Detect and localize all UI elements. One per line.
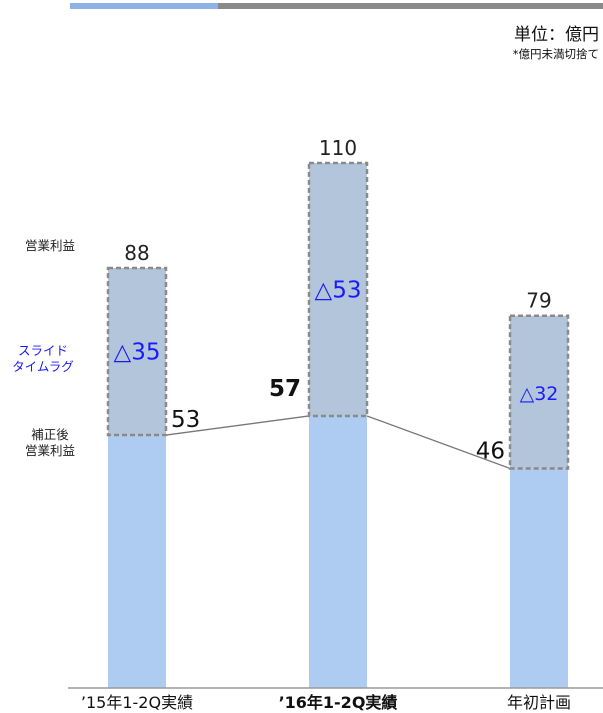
connector-line-0 — [165, 415, 310, 436]
time-lag-segment-0 — [106, 266, 168, 437]
adjusted-profit-value-label-1: 57 — [269, 376, 301, 402]
unit-label: 単位：億円 — [514, 25, 599, 45]
slide-time-lag-line2: タイムラグ — [12, 359, 74, 374]
category-label-2: 年初計画 — [507, 693, 571, 712]
time-lag-segment-2 — [508, 314, 570, 470]
time-lag-value-label-0: △35 — [114, 340, 161, 366]
slide-time-lag-line1: スライド — [17, 343, 68, 358]
adjusted-line1: 補正後 — [31, 427, 69, 442]
adjusted-profit-bar-1 — [309, 415, 367, 688]
operating-profit-total-label-2: 79 — [526, 289, 551, 313]
time-lag-value-label-1: △53 — [315, 277, 362, 303]
adjusted-operating-profit-label: 補正後 営業利益 — [10, 427, 90, 459]
adjusted-profit-value-label-0: 53 — [171, 407, 200, 433]
category-label-1: ’16年1-2Q実績 — [279, 693, 398, 712]
adjusted-profit-bar-0 — [108, 435, 166, 688]
category-label-0: ’15年1-2Q実績 — [81, 693, 193, 712]
operating-profit-total-label-1: 110 — [319, 136, 357, 160]
slide-time-lag-label: スライド タイムラグ — [0, 343, 86, 375]
header-accent-bar — [70, 3, 603, 9]
adjusted-profit-bar-2 — [510, 468, 568, 688]
rounding-note: *億円未満切捨て — [512, 47, 599, 61]
adjusted-profit-value-label-2: 46 — [476, 438, 505, 464]
operating-profit-text: 営業利益 — [24, 238, 75, 253]
time-lag-segment-1 — [307, 161, 369, 418]
operating-profit-label: 営業利益 — [10, 238, 90, 254]
header-accent-segment-blue — [70, 3, 218, 9]
adjusted-line2: 営業利益 — [24, 443, 75, 458]
operating-profit-total-label-0: 88 — [124, 241, 149, 265]
header-accent-segment-gray — [218, 3, 603, 9]
time-lag-value-label-2: △32 — [520, 383, 559, 405]
connector-line-1 — [366, 415, 511, 470]
